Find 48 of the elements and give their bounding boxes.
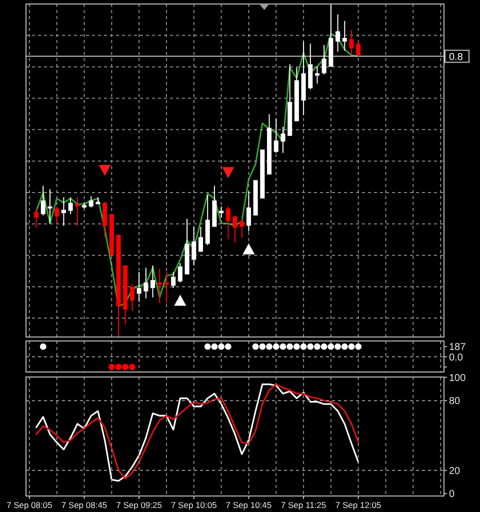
candlestick — [349, 29, 354, 56]
x-tick-label: 7 Sep 08:45 — [61, 500, 108, 510]
candlestick — [54, 206, 60, 224]
candlestick — [48, 188, 52, 224]
candlestick — [144, 267, 148, 299]
candlestick — [336, 14, 340, 52]
candlestick — [198, 226, 203, 252]
y-tick-label: 100 — [449, 372, 466, 384]
y-tick-label: 0 — [449, 489, 455, 500]
candlestick — [102, 201, 108, 238]
candlestick — [205, 194, 210, 246]
y-tick-label: 80 — [449, 396, 461, 408]
point — [174, 294, 186, 306]
candlestick — [232, 214, 238, 244]
candlestick — [280, 126, 286, 154]
y-tick-label: 0.0 — [449, 352, 464, 364]
candlestick — [178, 262, 182, 283]
candlestick — [61, 196, 66, 226]
candlestick — [240, 219, 244, 239]
x-tick-label: 7 Sep 10:45 — [226, 500, 272, 510]
candlestick — [88, 196, 94, 208]
x-tick-label: 7 Sep 11:25 — [280, 500, 326, 510]
candlestick — [356, 41, 361, 58]
y-tick-label: 20 — [449, 466, 461, 477]
candlestick — [75, 196, 80, 226]
candlestick — [226, 206, 230, 240]
candlestick — [308, 43, 313, 90]
candlestick — [171, 272, 176, 289]
point — [98, 164, 111, 176]
candlestick — [274, 118, 278, 154]
x-tick-label: 7 Sep 08:05 — [6, 500, 53, 510]
candlestick — [192, 226, 196, 266]
point — [242, 243, 255, 254]
candlestick — [130, 283, 134, 312]
candlestick — [150, 264, 156, 298]
x-tick-label: 7 Sep 12:05 — [335, 500, 382, 510]
candlestick — [40, 185, 46, 216]
point — [222, 167, 234, 178]
candlestick — [34, 208, 39, 228]
candlestick — [342, 20, 347, 52]
candlestick — [136, 272, 142, 302]
x-tick-label: 7 Sep 10:05 — [170, 500, 218, 510]
candlestick — [68, 196, 73, 215]
candlestick — [322, 44, 326, 76]
x-tick-label: 7 Sep 09:25 — [116, 500, 162, 510]
y-tick-label: 187 — [449, 342, 466, 354]
candlestick — [246, 190, 251, 232]
ref-line-label: 0.8 — [449, 52, 464, 63]
